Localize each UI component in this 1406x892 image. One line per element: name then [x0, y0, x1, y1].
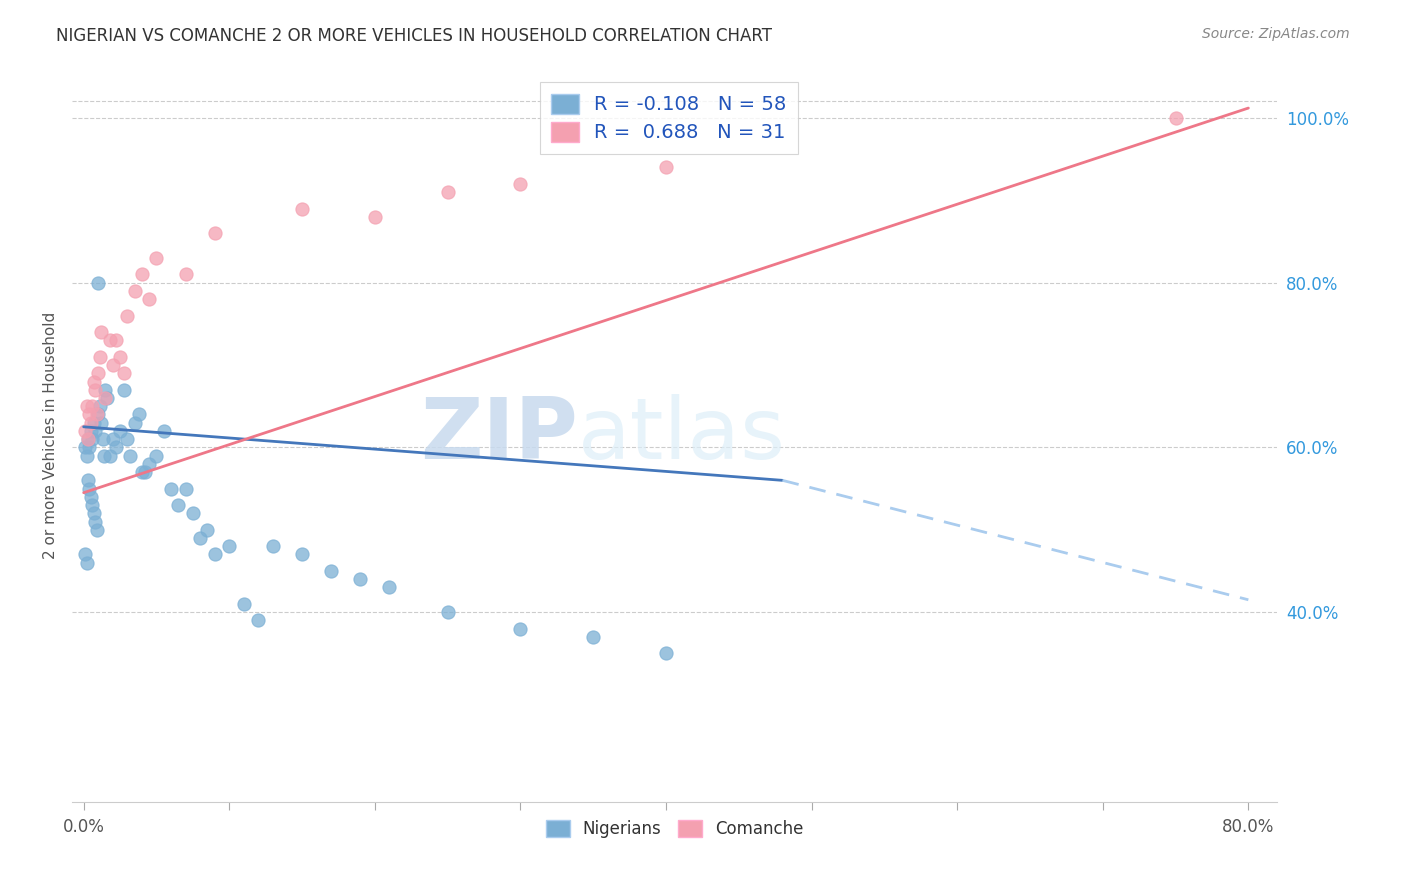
Text: atlas: atlas	[578, 393, 786, 476]
Point	[204, 548, 226, 562]
Point	[91, 432, 114, 446]
Point	[96, 391, 118, 405]
Point	[80, 424, 103, 438]
Point	[77, 432, 100, 446]
Point	[120, 449, 142, 463]
Point	[247, 613, 270, 627]
Point	[174, 268, 197, 282]
Point	[117, 309, 139, 323]
Point	[83, 506, 105, 520]
Point	[188, 531, 211, 545]
Point	[145, 251, 167, 265]
Text: Source: ZipAtlas.com: Source: ZipAtlas.com	[1202, 27, 1350, 41]
Point	[87, 276, 110, 290]
Point	[104, 334, 127, 348]
Point	[134, 465, 156, 479]
Point	[262, 539, 284, 553]
Point	[436, 185, 458, 199]
Point	[197, 523, 219, 537]
Point	[655, 646, 678, 660]
Point	[93, 449, 115, 463]
Point	[98, 449, 121, 463]
Point	[232, 597, 254, 611]
Point	[90, 416, 112, 430]
Point	[364, 210, 387, 224]
Point	[79, 408, 101, 422]
Point	[181, 506, 204, 520]
Point	[76, 556, 98, 570]
Point	[436, 605, 458, 619]
Point	[75, 441, 97, 455]
Point	[291, 548, 314, 562]
Point	[160, 482, 183, 496]
Text: ZIP: ZIP	[420, 393, 578, 476]
Point	[90, 325, 112, 339]
Point	[124, 284, 146, 298]
Text: NIGERIAN VS COMANCHE 2 OR MORE VEHICLES IN HOUSEHOLD CORRELATION CHART: NIGERIAN VS COMANCHE 2 OR MORE VEHICLES …	[56, 27, 772, 45]
Point	[138, 457, 160, 471]
Point	[152, 424, 174, 438]
Point	[174, 482, 197, 496]
Point	[94, 383, 117, 397]
Point	[75, 424, 97, 438]
Point	[349, 572, 371, 586]
Point	[101, 358, 124, 372]
Point	[77, 432, 100, 446]
Point	[128, 408, 150, 422]
Point	[89, 350, 111, 364]
Point	[76, 449, 98, 463]
Point	[94, 391, 117, 405]
Point	[80, 416, 103, 430]
Point	[84, 515, 107, 529]
Point	[82, 432, 104, 446]
Point	[79, 482, 101, 496]
Point	[84, 383, 107, 397]
Y-axis label: 2 or more Vehicles in Household: 2 or more Vehicles in Household	[44, 311, 58, 558]
Point	[86, 523, 108, 537]
Point	[104, 441, 127, 455]
Point	[101, 432, 124, 446]
Point	[79, 441, 101, 455]
Point	[124, 416, 146, 430]
Point	[509, 177, 531, 191]
Point	[204, 226, 226, 240]
Point	[131, 268, 153, 282]
Point	[82, 498, 104, 512]
Point	[83, 375, 105, 389]
Point	[108, 424, 131, 438]
Point	[89, 399, 111, 413]
Point	[75, 548, 97, 562]
Point	[77, 474, 100, 488]
Point	[86, 408, 108, 422]
Point	[112, 366, 135, 380]
Point	[80, 490, 103, 504]
Point	[378, 581, 401, 595]
Point	[291, 202, 314, 216]
Point	[582, 630, 605, 644]
Point	[87, 408, 110, 422]
Point	[117, 432, 139, 446]
Point	[1164, 111, 1187, 125]
Point	[655, 161, 678, 175]
Point	[218, 539, 240, 553]
Legend: Nigerians, Comanche: Nigerians, Comanche	[540, 813, 810, 845]
Point	[167, 498, 190, 512]
Point	[138, 292, 160, 306]
Point	[108, 350, 131, 364]
Point	[84, 424, 107, 438]
Point	[509, 622, 531, 636]
Point	[98, 334, 121, 348]
Point	[83, 416, 105, 430]
Point	[321, 564, 343, 578]
Point	[76, 399, 98, 413]
Point	[112, 383, 135, 397]
Point	[87, 366, 110, 380]
Point	[82, 399, 104, 413]
Point	[131, 465, 153, 479]
Point	[145, 449, 167, 463]
